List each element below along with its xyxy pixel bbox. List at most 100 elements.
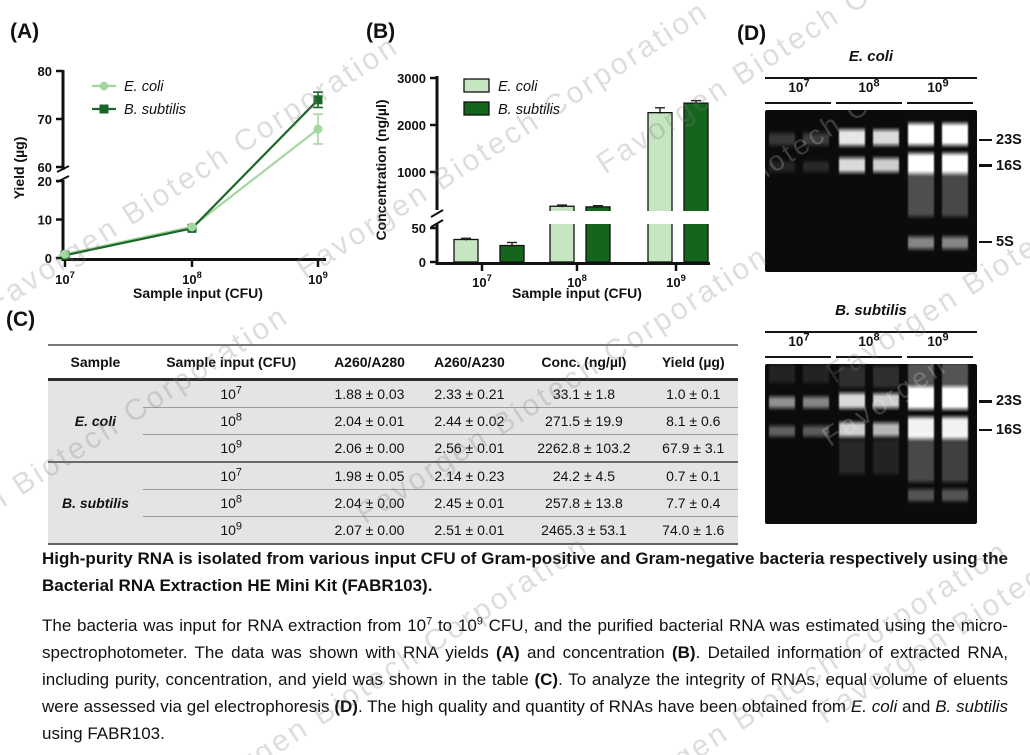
results-table: Sample Sample input (CFU) A260/A280 A260/A2…: [48, 344, 738, 545]
table-cell: 0.7 ± 0.1: [648, 461, 738, 490]
panel-b-label: (B): [366, 20, 396, 43]
bar-e-coli-10-9: [647, 111, 673, 263]
svg-text:3000: 3000: [397, 71, 426, 86]
svg-text:60: 60: [38, 160, 52, 175]
table-row: 108 2.04 ± 0.01 2.44 ± 0.02 271.5 ± 19.9 8.1…: [48, 407, 738, 435]
table-header-cell: Sample input (CFU): [142, 345, 320, 381]
bar-b-subtilis-10-9: [683, 102, 709, 263]
table-row: 109 2.07 ± 0.00 2.51 ± 0.01 2465.3 ± 53.1 74…: [48, 516, 738, 544]
table-cell: 2.07 ± 0.00: [319, 516, 420, 544]
table-cell: 2262.8 ± 103.2: [519, 434, 649, 462]
table-cell: 8.1 ± 0.6: [648, 407, 738, 435]
gel-lane: [873, 364, 899, 524]
table-cell: 2.45 ± 0.01: [419, 489, 520, 517]
table-cell: 1.88 ± 0.03: [319, 379, 420, 408]
table-cell: 2.04 ± 0.01: [319, 407, 420, 435]
series-line-e-coli: [64, 128, 319, 256]
gel-lane: [839, 110, 865, 272]
lane-group-label: 109: [927, 77, 949, 95]
marker-b-subtilis: [313, 95, 323, 105]
panel-a-label: (A): [10, 20, 40, 43]
svg-text:109: 109: [308, 270, 328, 287]
svg-text:0: 0: [45, 251, 52, 266]
sample-name-cell: E. coli: [48, 379, 143, 462]
table-cell: 2.51 ± 0.01: [419, 516, 520, 544]
bars: [453, 99, 709, 263]
gel-lane: [769, 110, 795, 272]
table-cell: 74.0 ± 1.6: [648, 516, 738, 544]
svg-text:80: 80: [38, 64, 52, 79]
axis-break-band: [439, 211, 710, 224]
table-cell: 67.9 ± 3.1: [648, 434, 738, 462]
gel-title: B. subtilis: [835, 302, 907, 319]
table-header-cell: Sample: [48, 345, 143, 381]
band-tick: [979, 138, 992, 142]
svg-text:E. coli: E. coli: [124, 79, 164, 95]
marker-e-coli: [313, 124, 323, 134]
table-cell: 109: [142, 434, 320, 462]
lane-group-label: 108: [858, 77, 880, 95]
legend: E. coli B. subtilis: [463, 78, 560, 118]
gel-image: Favorgen Biotech Corporation: [765, 110, 977, 272]
band-marker-23s: 23S: [979, 132, 1022, 148]
gel-title-rule: [765, 331, 977, 333]
series: [60, 91, 323, 260]
table-row: 108 2.04 ± 0.00 2.45 ± 0.01 257.8 ± 13.8 7.7…: [48, 489, 738, 517]
band-marker-16s: 16S: [979, 422, 1022, 438]
band-marker-5s: 5S: [979, 234, 1014, 250]
gel-lane: [803, 364, 829, 524]
table-cell: 2.04 ± 0.00: [319, 489, 420, 517]
gel-lane: [908, 110, 934, 272]
table-cell: 108: [142, 407, 320, 435]
band-tick: [979, 428, 992, 432]
table-row: 109 2.06 ± 0.00 2.56 ± 0.01 2262.8 ± 103.2 6…: [48, 434, 738, 462]
legend: E. coli B. subtilis: [92, 79, 186, 118]
band-label: 5S: [996, 233, 1014, 250]
gel-lane: [803, 110, 829, 272]
table-cell: 107: [142, 379, 320, 408]
gel-lane: [942, 110, 968, 272]
table-cell: 2.14 ± 0.23: [419, 461, 520, 490]
svg-text:107: 107: [472, 273, 492, 290]
band-label: 16S: [996, 157, 1022, 174]
table-cell: 1.98 ± 0.05: [319, 461, 420, 490]
lane-group-rule: [765, 356, 831, 358]
table-header-cell: A260/A280: [319, 345, 420, 381]
svg-text:Sample input (CFU): Sample input (CFU): [512, 285, 642, 301]
table-row: B. subtilis 107 1.98 ± 0.05 2.14 ± 0.23 24.2…: [48, 461, 738, 544]
gel-lane: [942, 364, 968, 524]
table-cell: 2.33 ± 0.21: [419, 379, 520, 408]
panel-c-label: (C): [6, 308, 36, 331]
band-marker-23s: 23S: [979, 393, 1022, 409]
marker-e-coli: [60, 249, 70, 259]
band-label: 23S: [996, 131, 1022, 148]
table-cell: 2.06 ± 0.00: [319, 434, 420, 462]
band-label: 16S: [996, 422, 1022, 439]
table-header-cell: A260/A230: [419, 345, 520, 381]
band-label: 23S: [996, 393, 1022, 410]
band-marker-16s: 16S: [979, 158, 1022, 174]
lane-group-label: 107: [788, 331, 810, 349]
band-tick: [979, 164, 992, 167]
gel-lane: [873, 110, 899, 272]
svg-text:B. subtilis: B. subtilis: [498, 102, 560, 118]
gel-title-rule: [765, 77, 977, 79]
lane-group-label: 108: [858, 331, 880, 349]
panel-d-label: (D): [737, 22, 767, 45]
table-cell: 33.1 ± 1.8: [519, 379, 649, 408]
lane-group-rule: [836, 356, 902, 358]
bar-e-coli-10-7: [453, 238, 479, 263]
table-cell: 108: [142, 489, 320, 517]
table-cell: 2.44 ± 0.02: [419, 407, 520, 435]
svg-text:50: 50: [412, 221, 426, 236]
svg-text:Yield (µg): Yield (µg): [11, 137, 27, 200]
table-cell: 271.5 ± 19.9: [519, 407, 649, 435]
svg-text:20: 20: [38, 174, 52, 189]
table-cell: 1.0 ± 0.1: [648, 379, 738, 408]
table-cell: 109: [142, 516, 320, 544]
